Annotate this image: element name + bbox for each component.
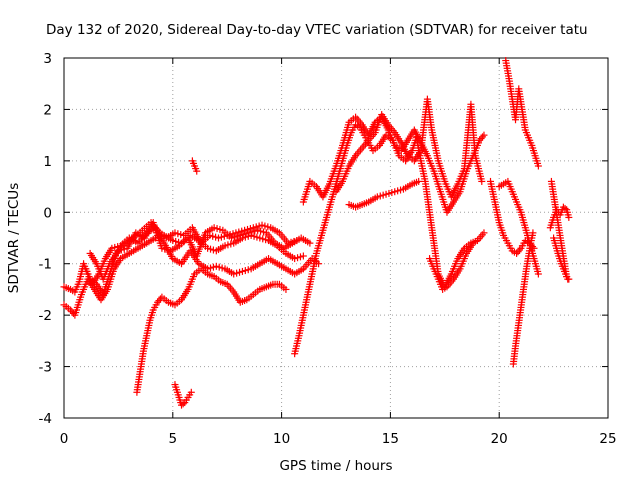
y-tick-label: -3 bbox=[39, 360, 52, 376]
data-point bbox=[480, 229, 488, 237]
data-markers bbox=[60, 57, 573, 409]
data-point bbox=[529, 229, 537, 237]
data-point bbox=[415, 177, 423, 185]
x-tick-label: 25 bbox=[599, 431, 616, 447]
data-point bbox=[565, 213, 573, 221]
data-point bbox=[187, 388, 195, 396]
y-axis-label: SDTVAR / TECUs bbox=[6, 183, 22, 293]
x-tick-label: 15 bbox=[382, 431, 399, 447]
chart-title: Day 132 of 2020, Sidereal Day-to-day VTE… bbox=[46, 22, 588, 38]
data-point bbox=[534, 162, 542, 170]
x-tick-label: 5 bbox=[169, 431, 178, 447]
plot-frame bbox=[63, 57, 609, 419]
y-axis-ticks: -4 -3 -2 -1 0 1 2 3 bbox=[39, 51, 608, 427]
data-point bbox=[534, 270, 542, 278]
data-point bbox=[193, 167, 201, 175]
y-tick-label: -2 bbox=[39, 308, 52, 324]
data-point bbox=[516, 246, 524, 254]
x-tick-label: 10 bbox=[273, 431, 290, 447]
y-tick-label: 3 bbox=[43, 51, 52, 67]
data-point bbox=[561, 204, 569, 212]
data-point bbox=[478, 177, 486, 185]
x-tick-label: 20 bbox=[491, 431, 508, 447]
data-point bbox=[179, 400, 187, 408]
y-tick-label: 0 bbox=[43, 205, 52, 221]
data-point bbox=[469, 239, 477, 247]
y-tick-label: -1 bbox=[39, 257, 52, 273]
data-point bbox=[282, 285, 290, 293]
y-tick-label: -4 bbox=[39, 411, 52, 427]
y-tick-label: 1 bbox=[43, 154, 52, 170]
data-point bbox=[564, 275, 572, 283]
x-axis-label: GPS time / hours bbox=[279, 458, 392, 474]
data-point bbox=[306, 239, 314, 247]
x-axis-ticks: 0 5 10 15 20 25 bbox=[60, 58, 617, 447]
data-point bbox=[299, 252, 307, 260]
y-tick-label: 2 bbox=[43, 102, 52, 118]
data-point bbox=[480, 131, 488, 139]
x-tick-label: 0 bbox=[60, 431, 69, 447]
data-point bbox=[479, 133, 487, 141]
